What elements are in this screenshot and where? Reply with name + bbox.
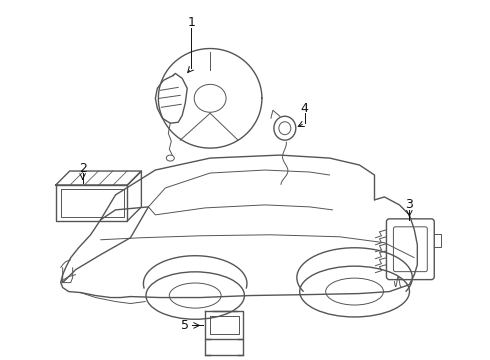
Text: 1: 1 bbox=[187, 16, 195, 29]
Text: 2: 2 bbox=[79, 162, 87, 175]
Text: 3: 3 bbox=[405, 198, 413, 211]
Text: 5: 5 bbox=[181, 319, 189, 332]
Text: 4: 4 bbox=[301, 102, 309, 115]
